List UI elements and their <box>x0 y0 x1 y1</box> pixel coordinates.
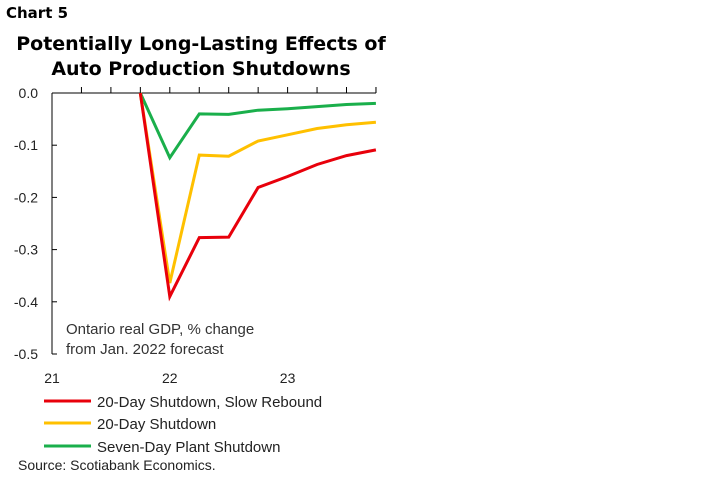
series-line-shutdown_20 <box>138 92 377 284</box>
y-tick-label: -0.1 <box>14 137 38 153</box>
x-tick-label: 22 <box>162 370 178 386</box>
legend-label-shutdown_20: 20-Day Shutdown <box>97 416 216 433</box>
x-tick-label: 23 <box>280 370 296 386</box>
chart-annotation-line-1: Ontario real GDP, % change <box>66 321 254 338</box>
chart-annotation-line-2: from Jan. 2022 forecast <box>66 341 224 358</box>
y-tick-label: -0.4 <box>14 294 38 310</box>
chart-number-label: Chart 5 <box>6 4 69 22</box>
legend-label-seven_day: Seven-Day Plant Shutdown <box>97 439 280 456</box>
chart-title-line-1: Potentially Long-Lasting Effects of <box>16 33 386 55</box>
y-tick-label: 0.0 <box>19 85 39 101</box>
y-tick-label: -0.2 <box>14 189 38 205</box>
series-line-slow_rebound <box>138 92 377 302</box>
chart-title-line-2: Auto Production Shutdowns <box>51 58 351 80</box>
series-line-seven_day <box>138 92 376 161</box>
y-tick-label: -0.5 <box>14 346 38 362</box>
y-tick-label: -0.3 <box>14 242 38 258</box>
legend-label-slow_rebound: 20-Day Shutdown, Slow Rebound <box>97 394 322 411</box>
source-note: Source: Scotiabank Economics. <box>18 457 216 473</box>
x-tick-label: 21 <box>44 370 60 386</box>
